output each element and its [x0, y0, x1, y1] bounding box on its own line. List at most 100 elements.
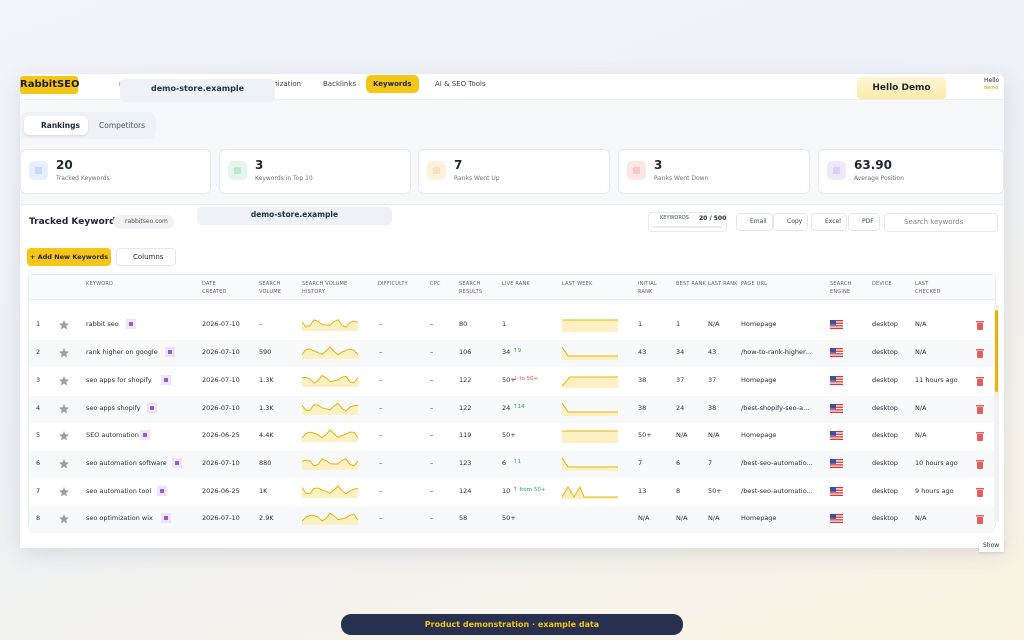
user-badge[interactable]: Hello Demo: [857, 77, 946, 99]
delete-icon[interactable]: [976, 487, 984, 497]
nav-item[interactable]: Backlinks: [323, 80, 357, 88]
keyword-tool-icon[interactable]: [139, 430, 150, 440]
last-week-chart-part: [562, 377, 618, 388]
star-icon: [59, 431, 69, 441]
column-header[interactable]: CPC: [430, 281, 441, 287]
column-header[interactable]: LIVE RANK: [502, 281, 530, 287]
last-week-chart: [562, 376, 618, 388]
cell: N/A: [676, 514, 688, 522]
column-header[interactable]: SEARCH VOLUME HISTORY: [302, 281, 348, 295]
cell: ↑ from 50+: [513, 487, 546, 493]
stat-label: Keywords in Top 10: [255, 175, 313, 182]
flag-icon-part: [830, 466, 843, 468]
search-input[interactable]: Search keywords: [884, 213, 998, 232]
delete-icon-part: [977, 379, 983, 386]
flag-icon-part: [830, 514, 836, 519]
cell: desktop: [872, 320, 898, 328]
volume-sparkline: [302, 458, 359, 470]
column-header[interactable]: KEYWORD: [86, 281, 114, 287]
action-button[interactable]: Copy: [773, 213, 809, 231]
column-header[interactable]: INITIAL RANK: [638, 281, 657, 295]
columns-button[interactable]: Columns: [116, 248, 176, 266]
keyword-tool-icon[interactable]: [157, 486, 168, 496]
action-button[interactable]: Excel: [811, 213, 847, 231]
keyword-tool-icon[interactable]: [161, 513, 171, 523]
keyword-tool-icon[interactable]: [146, 403, 157, 413]
column-header[interactable]: LAST WEEK: [562, 281, 593, 287]
flag-icon-part: [830, 376, 843, 378]
cell: seo automation tool: [86, 487, 152, 495]
store-overlay: demo-store.example: [120, 79, 275, 102]
cell: 124: [459, 487, 472, 495]
delete-icon[interactable]: [976, 459, 984, 469]
flag-icon-part: [830, 404, 843, 406]
flag-icon: [830, 404, 843, 413]
cell: 10: [502, 487, 511, 495]
stat-card: [818, 149, 1004, 194]
column-header[interactable]: SEARCH VOLUME: [259, 281, 282, 295]
column-header[interactable]: BEST RANK: [676, 281, 706, 287]
stat-icon: [627, 161, 646, 180]
cell: 2026-06-25: [202, 431, 240, 439]
flag-icon-part: [830, 431, 836, 436]
cell: seo automation software: [86, 459, 167, 467]
volume-sparkline-part: [302, 346, 359, 356]
nav-item[interactable]: AI & SEO Tools: [435, 80, 486, 88]
delete-icon-part: [977, 351, 983, 358]
scrollbar-track: [994, 304, 999, 522]
keyword-tool-icon[interactable]: [125, 319, 136, 329]
cell: 5: [36, 431, 41, 439]
action-button[interactable]: PDF: [848, 213, 880, 231]
delete-icon[interactable]: [976, 514, 984, 524]
tab[interactable]: Rankings: [24, 116, 88, 135]
column-header[interactable]: PAGE URL: [741, 281, 768, 287]
cell: 7: [708, 459, 713, 467]
nav-item[interactable]: Keywords: [366, 75, 419, 93]
stat-value: 3: [654, 158, 663, 172]
column-header[interactable]: SEARCH RESULTS: [459, 281, 483, 295]
flag-icon-part: [830, 325, 843, 327]
delete-icon[interactable]: [976, 320, 984, 330]
cell: SEO automation: [86, 431, 139, 439]
column-header[interactable]: LAST RANK: [708, 281, 738, 287]
delete-icon[interactable]: [976, 404, 984, 414]
keyword-tool-icon[interactable]: [164, 347, 175, 357]
cell: 2: [36, 348, 41, 356]
volume-sparkline: [302, 402, 358, 415]
tab[interactable]: Competitors: [99, 121, 146, 130]
column-header[interactable]: DATE CREATED: [202, 281, 227, 295]
scrollbar-thumb[interactable]: [995, 310, 998, 392]
cell: 2026-07-10: [202, 320, 240, 328]
action-button[interactable]: Email: [736, 213, 773, 231]
cell: 1: [638, 320, 643, 328]
flag-icon-part: [830, 487, 836, 492]
column-header[interactable]: DIFFICULTY: [378, 281, 408, 287]
keyword-tool-icon[interactable]: [161, 375, 171, 385]
star-icon-part: [59, 404, 69, 414]
delete-icon[interactable]: [976, 376, 984, 386]
flag-icon-part: [830, 433, 843, 435]
cell: 1.3K: [259, 404, 274, 412]
cell: desktop: [872, 348, 898, 356]
delete-icon-part: [976, 349, 984, 351]
cell: rank higher on google: [86, 348, 158, 356]
add-keywords-button[interactable]: + Add New Keywords: [27, 248, 111, 266]
cell: 4.4K: [259, 431, 274, 439]
cell: –: [379, 459, 383, 467]
flag-icon-part: [830, 464, 843, 466]
column-header[interactable]: SEARCH ENGINE: [830, 281, 852, 295]
cell: –: [259, 320, 263, 328]
cell: 2026-07-10: [202, 348, 240, 356]
column-header[interactable]: DEVICE: [872, 281, 892, 287]
delete-icon[interactable]: [976, 348, 984, 358]
column-header[interactable]: LAST CHECKED: [915, 281, 941, 295]
cell: –: [430, 376, 434, 384]
flag-icon-part: [830, 350, 843, 352]
delete-icon[interactable]: [976, 431, 984, 441]
keyword-tool-icon[interactable]: [171, 458, 182, 468]
flag-icon-part: [830, 404, 843, 413]
star-icon: [59, 348, 69, 358]
last-week-chart-part: [562, 346, 618, 357]
nav-item[interactable]: imization: [269, 80, 302, 88]
cell: 4: [36, 404, 41, 412]
